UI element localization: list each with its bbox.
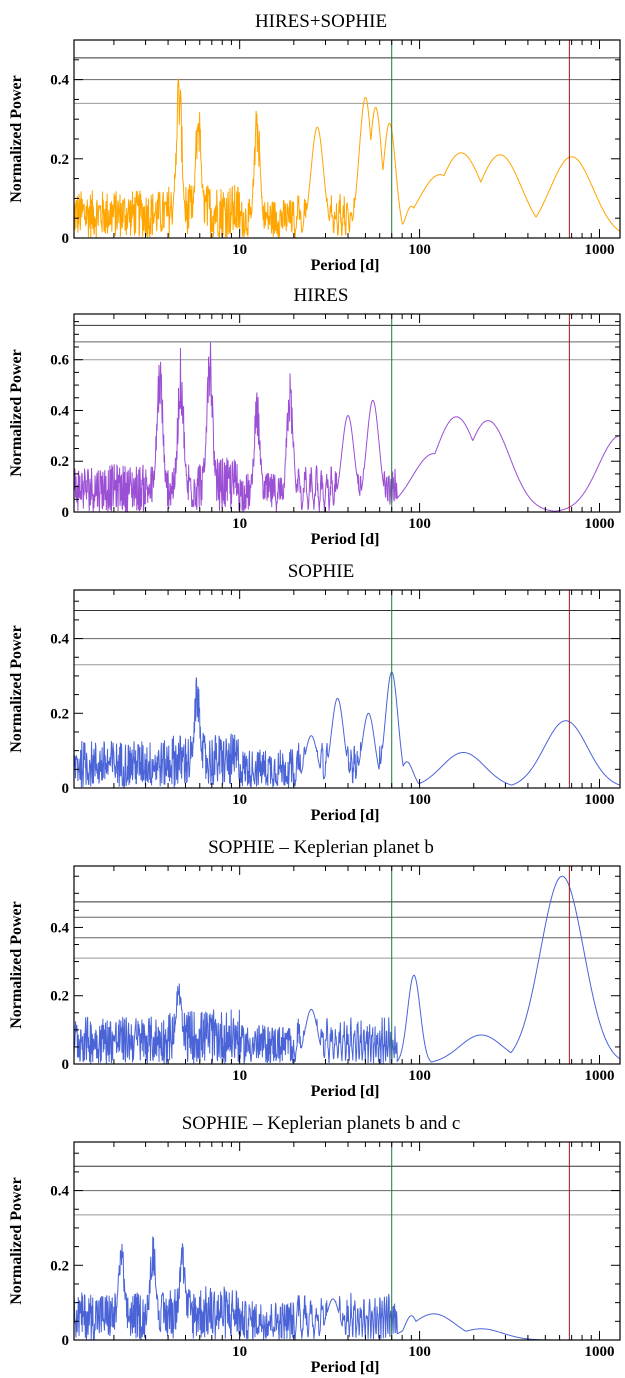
x-tick-label: 100 [408,1344,431,1360]
power-series-line [74,1236,620,1340]
panel-title: HIRES [294,285,349,306]
y-axis-label: Normalized Power [8,75,25,203]
y-tick-label: 0 [62,781,70,797]
x-tick-label: 100 [408,516,431,532]
panel-title: HIRES+SOPHIE [255,11,387,32]
y-tick-label: 0 [62,1057,70,1073]
y-tick-label: 0 [62,505,70,521]
y-tick-label: 0.4 [50,920,69,936]
panel-title: SOPHIE – Keplerian planets b and c [182,1113,461,1134]
x-tick-label: 10 [232,516,247,532]
x-tick-label: 10 [232,1344,247,1360]
y-tick-label: 0.2 [50,989,69,1005]
x-axis-label: Period [d] [311,807,380,824]
power-series-line [74,875,620,1064]
y-tick-label: 0.4 [50,73,69,89]
panel-title: SOPHIE [288,561,355,582]
y-tick-label: 0.2 [50,706,69,722]
x-tick-label: 100 [408,1068,431,1084]
y-tick-label: 0.2 [50,1258,69,1274]
power-series-line [74,342,620,512]
x-axis-label: Period [d] [311,531,380,548]
y-axis-label: Normalized Power [8,349,25,477]
y-axis-label: Normalized Power [8,625,25,753]
plot-frame [73,589,621,789]
power-series-line [74,671,620,788]
plot-frame [73,865,621,1065]
x-tick-label: 100 [408,792,431,808]
x-axis-label: Period [d] [311,257,380,274]
y-tick-label: 0.2 [50,152,69,168]
y-axis-label: Normalized Power [8,1177,25,1305]
x-tick-label: 10 [232,242,247,258]
panel-title: SOPHIE – Keplerian planet b [208,837,434,858]
x-tick-label: 10 [232,792,247,808]
x-axis-label: Period [d] [311,1083,380,1100]
panel-3: SOPHIE 10 100 1000 0 0.2 0.4 Period [d] Normaliz… [8,561,621,824]
y-tick-label: 0.4 [50,403,69,419]
panel-4: SOPHIE – Keplerian planet b 10 100 1000 0 0.2… [8,837,621,1100]
x-tick-label: 1000 [584,792,614,808]
x-tick-label: 100 [408,242,431,258]
x-axis-label: Period [d] [311,1359,380,1376]
y-tick-label: 0.6 [50,353,69,369]
plot-frame [73,313,621,513]
y-tick-label: 0.4 [50,1184,69,1200]
x-tick-label: 1000 [584,516,614,532]
y-tick-label: 0.2 [50,454,69,470]
x-tick-label: 1000 [584,1344,614,1360]
x-tick-label: 10 [232,1068,247,1084]
panel-2: HIRES 10 100 1000 0 0.2 0.4 0.6 Period [d] Normal… [8,285,621,548]
x-tick-label: 1000 [584,242,614,258]
x-tick-label: 1000 [584,1068,614,1084]
plot-frame [73,1141,621,1341]
panel-1: HIRES+SOPHIE 10 100 1000 0 0.2 0.4 Period [d] No… [8,11,621,274]
y-axis-label: Normalized Power [8,901,25,1029]
y-tick-label: 0 [62,231,70,247]
panel-5: SOPHIE – Keplerian planets b and c 10 100 1… [8,1113,621,1376]
y-tick-label: 0 [62,1333,70,1349]
y-tick-label: 0.4 [50,632,69,648]
power-series-line [74,78,620,238]
